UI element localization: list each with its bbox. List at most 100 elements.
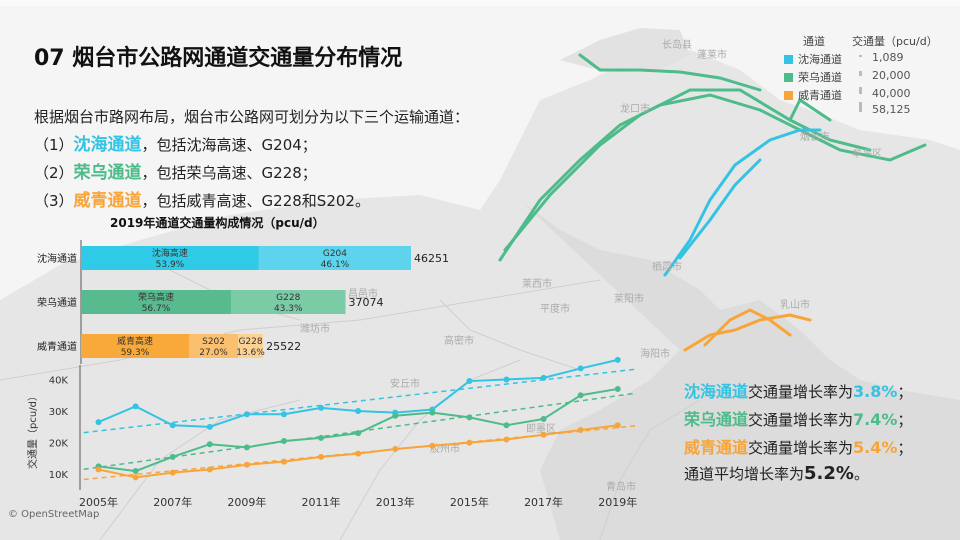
map-place-label: 牟平区 — [852, 149, 882, 160]
segment-pct-label: 43.3% — [274, 304, 303, 314]
map-place-label: 莱西市 — [522, 279, 552, 290]
legend-volume-2: 20,000 — [872, 69, 911, 82]
map-place-label: 栖霞市 — [652, 262, 682, 273]
map-place-label: 潍坊市 — [300, 324, 330, 335]
data-point — [132, 468, 139, 475]
data-point — [614, 422, 621, 429]
data-point — [318, 434, 325, 441]
data-point — [503, 422, 510, 429]
segment-name-label: S202 — [202, 337, 225, 347]
legend-width-mark — [859, 71, 862, 76]
data-point — [614, 356, 621, 363]
data-point — [355, 450, 362, 457]
map-place-label: 胶州市 — [430, 444, 460, 455]
page-title: 07 烟台市公路网通道交通量分布情况 — [34, 46, 403, 71]
map-place-label: 昌邑市 — [348, 289, 378, 300]
legend-volume-1: 1,089 — [872, 51, 904, 64]
data-point — [540, 374, 547, 381]
data-point — [392, 412, 399, 419]
data-point — [280, 458, 287, 465]
data-point — [540, 415, 547, 422]
data-point — [577, 427, 584, 433]
data-point — [466, 414, 473, 421]
legend-volume-4: 58,125 — [872, 103, 911, 116]
data-point — [466, 378, 473, 385]
rate-weiqing: 威青通道交通量增长率为5.4%； — [684, 438, 913, 457]
stacked-segment — [81, 290, 231, 314]
x-tick-label: 2011年 — [302, 495, 341, 509]
legend-volume-3: 40,000 — [872, 87, 911, 100]
segment-pct-label: 56.7% — [142, 304, 171, 314]
map-place-label: 蓬莱市 — [697, 50, 727, 61]
weiqing-route — [683, 308, 812, 352]
y-tick-label: 40K — [49, 375, 69, 386]
intro-line: 根据烟台市路网布局，烟台市公路网可划分为以下三个运输通道： — [34, 108, 470, 126]
legend-width-mark — [859, 102, 862, 112]
map-place-label: 莱阳市 — [614, 294, 644, 305]
x-tick-label: 2005年 — [79, 495, 118, 509]
legend-swatch — [784, 55, 793, 64]
intro-item-2: （2）荣乌通道，包括荣乌高速、G228； — [34, 163, 317, 183]
legend-swatch — [784, 91, 793, 100]
segment-name-label: G228 — [276, 293, 300, 303]
segment-name-label: G204 — [323, 249, 347, 259]
data-point — [243, 444, 250, 451]
data-point — [318, 453, 325, 460]
y-tick-label: 20K — [49, 439, 69, 450]
map-place-label: 安丘市 — [390, 379, 420, 390]
data-point — [243, 411, 250, 418]
segment-name-label: 荣乌高速 — [138, 291, 174, 303]
data-point — [95, 419, 102, 426]
stacked-segment — [258, 246, 411, 270]
data-point — [503, 436, 510, 443]
channel-name-shenhai: 沈海通道 — [73, 135, 142, 155]
map-attribution: © OpenStreetMap — [8, 509, 100, 520]
x-tick-label: 2007年 — [153, 495, 192, 509]
data-point — [318, 404, 325, 411]
data-point — [280, 411, 287, 418]
legend-width-mark — [859, 87, 862, 94]
data-point — [206, 423, 213, 430]
x-tick-label: 2019年 — [598, 495, 637, 509]
segment-pct-label: 27.0% — [199, 348, 228, 358]
segment-pct-label: 59.3% — [121, 348, 150, 358]
rate-average: 通道平均增长率为5.2%。 — [684, 463, 869, 484]
intro-item-3: （3）威青通道，包括威青高速、G228和S202。 — [34, 191, 370, 211]
rate-rongwu: 荣乌通道交通量增长率为7.4%； — [684, 410, 913, 429]
data-point — [169, 469, 176, 476]
x-tick-label: 2015年 — [450, 495, 489, 509]
x-tick-label: 2013年 — [376, 495, 415, 509]
data-point — [577, 392, 584, 399]
intro-item-1: （1）沈海通道，包括沈海高速、G204； — [34, 135, 317, 155]
map-place-label: 乳山市 — [780, 300, 810, 311]
data-point — [243, 461, 250, 468]
rate-shenhai: 沈海通道交通量增长率为3.8%； — [684, 382, 913, 401]
data-point — [355, 430, 362, 437]
segment-name-label: 沈海高速 — [152, 247, 188, 259]
data-point — [392, 445, 399, 452]
legend-item-rongwu: 荣乌通道 — [784, 69, 842, 85]
legend-channel-title: 通道 — [803, 35, 825, 48]
legend-width-mark — [859, 55, 862, 57]
channel-name-weiqing: 威青通道 — [73, 191, 142, 211]
data-point — [169, 453, 176, 460]
segment-pct-label: 46.1% — [321, 260, 350, 270]
series-line — [98, 358, 618, 428]
data-point — [466, 439, 473, 446]
data-point — [577, 365, 584, 372]
data-point — [206, 466, 213, 473]
stacked-total-label: 46251 — [414, 252, 449, 265]
rongwu-route — [498, 53, 927, 262]
data-point — [95, 466, 102, 473]
data-point — [503, 376, 510, 383]
segment-name-label: 威青高速 — [117, 335, 153, 347]
map-place-label: 烟台市 — [800, 132, 830, 143]
legend-item-weiqing: 威青通道 — [784, 87, 842, 103]
data-point — [429, 409, 436, 416]
map-place-label: 平度市 — [540, 304, 570, 315]
x-tick-label: 2017年 — [524, 495, 563, 509]
stacked-category-label: 沈海通道 — [37, 252, 77, 265]
data-point — [169, 422, 176, 429]
data-point — [429, 442, 436, 449]
